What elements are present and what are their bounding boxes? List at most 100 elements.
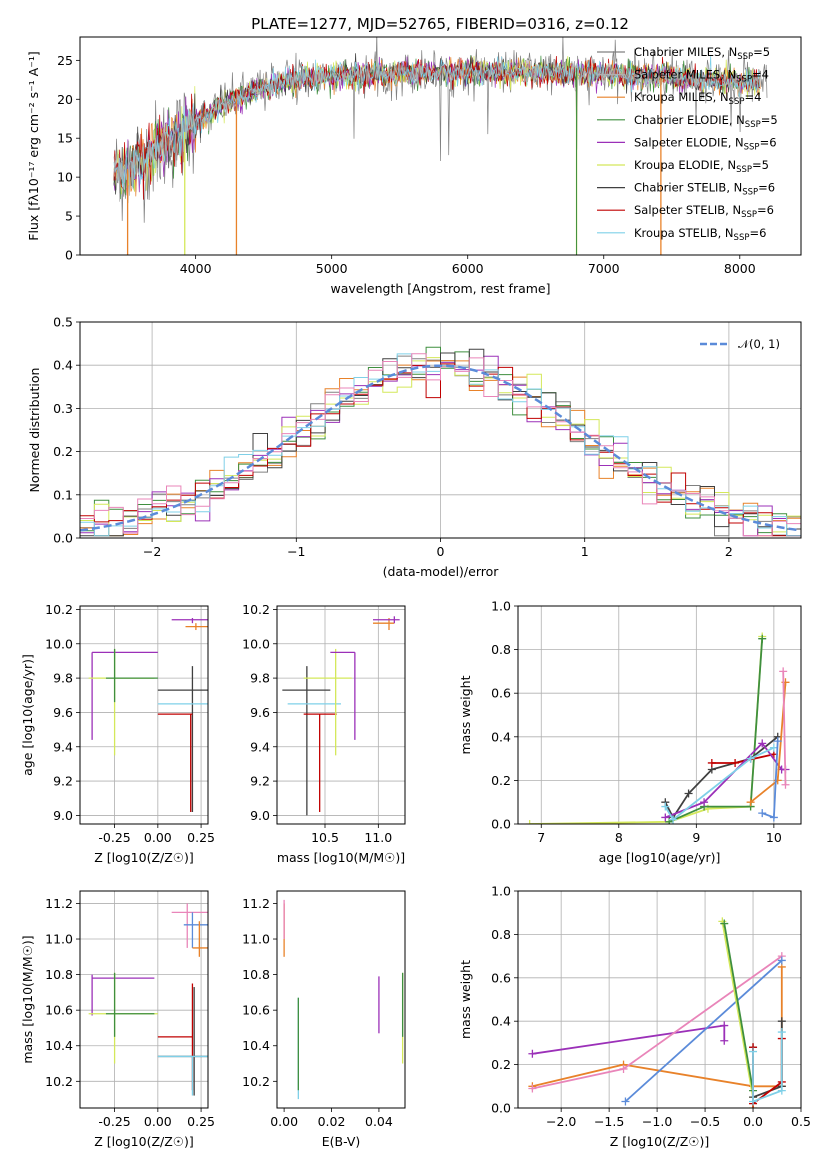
mass_vs_Z-ylabel: mass [log10(M/M☉)] [20,935,35,1063]
spectrum-xtick-label: 8000 [724,261,756,276]
mass_vs_Z-xlabel: Z [log10(Z/Z☉)] [94,1134,194,1149]
mass_vs_Z-xtick-label: 0.25 [187,1114,215,1129]
weight_vs_age-xtick-label: 10 [766,830,782,845]
age_vs_mass-ytick-label: 9.4 [250,739,270,754]
mass_vs_ebv-ytick-label: 10.4 [242,1038,270,1053]
weight_vs_age-marker [746,754,755,763]
weight_vs_age-frame [517,605,802,825]
spectrum-legend-label: Chabrier STELIB, NSSP=6 [634,181,775,198]
spectrum-ylabel: Flux [fλ10⁻¹⁷ erg cm⁻² s⁻¹ A⁻¹] [26,51,41,240]
spectrum-legend-label: Kroupa MILES, NSSP=4 [634,90,761,107]
spectrum-legend-label: Chabrier MILES, NSSP=5 [634,45,770,62]
weight_vs_age-ytick-label: 0.6 [491,686,511,701]
spectrum-ytick-label: 10 [57,170,73,185]
weight_vs_age-marker [661,802,670,811]
age_vs_Z-frame [79,605,209,825]
spectrum-legend-label: Kroupa ELODIE, NSSP=5 [634,158,769,175]
age_vs_Z-ytick-label: 9.2 [53,774,73,789]
weight_vs_Z-ytick-label: 0.2 [491,1057,511,1072]
mass_vs_Z-ytick-label: 11.0 [45,932,73,947]
mass_vs_ebv-xtick-label: 0.02 [318,1114,346,1129]
spectrum-legend-label: Salpeter ELODIE, NSSP=6 [634,135,777,152]
spectrum-line [113,56,760,190]
age_vs_mass-ytick-label: 10.2 [242,602,270,617]
age_vs_Z-ytick-label: 10.0 [45,636,73,651]
weight_vs_Z-axes: −2.0 −1.5 −1.0 −0.5 0.0 0.5 0.0 0.2 0.4 0.6 0.8 1.0… [458,884,811,1150]
weight_vs_Z-marker [528,1084,537,1093]
spectrum-xtick-label: 6000 [452,261,484,276]
weight_vs_Z-ytick-label: 0.6 [491,970,511,985]
residuals-ytick-label: 0.4 [53,358,73,373]
weight_vs_age-marker [525,820,534,824]
spectrum-legend-label: Salpeter STELIB, NSSP=6 [634,203,774,220]
residuals-ytick-label: 0.3 [53,401,73,416]
weight_vs_age-marker [700,798,709,807]
weight_vs_age-marker [669,815,678,824]
spectrum-xtick-label: 4000 [180,261,212,276]
residuals-ylabel: Normed distribution [27,368,42,493]
mass_vs_ebv-xtick-label: 0.00 [270,1114,298,1129]
mass_vs_Z-ytick-label: 10.4 [45,1038,73,1053]
weight_vs_Z-marker [777,1028,786,1037]
weight_vs_Z-ytick-label: 0.0 [491,1101,511,1116]
mass_vs_Z-xtick-label: 0.00 [144,1114,172,1129]
spectrum-legend-label: Salpeter MILES, NSSP=4 [634,68,769,85]
weight_vs_age-series-line [664,736,779,820]
residual-legend-label: 𝒩(0, 1) [738,337,780,351]
weight_vs_age-marker [684,789,693,798]
residuals-plot-area [80,346,801,537]
mass_vs_ebv-ytick-label: 11.0 [242,932,270,947]
spectrum-ytick-label: 0 [65,248,73,263]
residual-hist [80,353,801,537]
age_vs_mass-ytick-label: 9.2 [250,774,270,789]
spectrum-line [113,57,760,202]
residuals-ytick-label: 0.5 [53,315,73,330]
residuals-ytick-label: 0.1 [53,487,73,502]
weight_vs_Z-marker [619,1064,628,1073]
weight_vs_age-axes: 7 8 9 10 0.0 0.2 0.4 0.6 0.8 1.0 age [log10(age/yr… [458,599,802,865]
mass_vs_Z-frame [79,890,209,1109]
mass_vs_Z-plot-area [88,903,208,1096]
weight_vs_age-marker [707,758,716,767]
weight_vs_age-ytick-label: 1.0 [491,599,511,614]
weight_vs_age-marker [779,667,788,676]
residuals-xtick-label: 1 [581,544,589,559]
mass_vs_ebv-xtick-label: 0.04 [365,1114,393,1129]
weight_vs_Z-ytick-label: 1.0 [491,884,511,899]
weight_vs_age-series-line [782,671,787,785]
mass_vs_ebv-ytick-label: 10.8 [242,967,270,982]
weight_vs_Z-ytick-label: 0.8 [491,927,511,942]
weight_vs_Z-marker [777,1086,786,1095]
age_vs_Z-xtick-label: 0.25 [187,830,215,845]
weight_vs_age-ytick-label: 0.2 [491,773,511,788]
spectrum-ytick-label: 5 [65,209,73,224]
mass_vs_ebv-ytick-label: 11.2 [242,896,270,911]
weight_vs_Z-series-line [624,959,783,1103]
weight_vs_Z-marker [528,1049,537,1058]
residuals-xlabel: (data-model)/error [383,564,500,579]
weight_vs_Z-marker [777,1017,786,1026]
age_vs_Z-ytick-label: 10.2 [45,602,73,617]
mass_vs_ebv-axes: 0.00 0.02 0.04 10.2 10.4 10.6 10.8 11.0 11.2 E(B-… [242,890,406,1149]
age_vs_Z-ylabel: age [log10(age/yr)] [20,654,35,776]
weight_vs_Z-xtick-label: −0.5 [690,1114,720,1129]
weight_vs_Z-marker [777,956,786,965]
mass_vs_Z-ytick-label: 11.2 [45,896,73,911]
mass_vs_ebv-xlabel: E(B-V) [322,1134,361,1149]
spectrum-ytick-label: 25 [57,53,73,68]
spectrum-frame [79,36,802,256]
age_vs_Z-xlabel: Z [log10(Z/Z☉)] [94,850,194,865]
residuals-ytick-label: 0.2 [53,444,73,459]
weight_vs_age-plot-area [525,632,790,824]
age_vs_Z-ytick-label: 9.6 [53,705,73,720]
mass_vs_ebv-ytick-label: 10.2 [242,1074,270,1089]
residuals-xtick-label: −1 [287,544,305,559]
spectrum-plot-area [113,37,768,255]
age_vs_mass-frame [276,605,406,825]
weight_vs_Z-marker [720,919,729,928]
weight_vs_age-ylabel: mass weight [458,675,473,754]
mass_vs_Z-ytick-label: 10.6 [45,1003,73,1018]
weight_vs_Z-xlabel: Z [log10(Z/Z☉)] [610,1134,710,1149]
weight_vs_Z-marker [749,1097,758,1106]
weight_vs_age-marker [758,809,767,818]
